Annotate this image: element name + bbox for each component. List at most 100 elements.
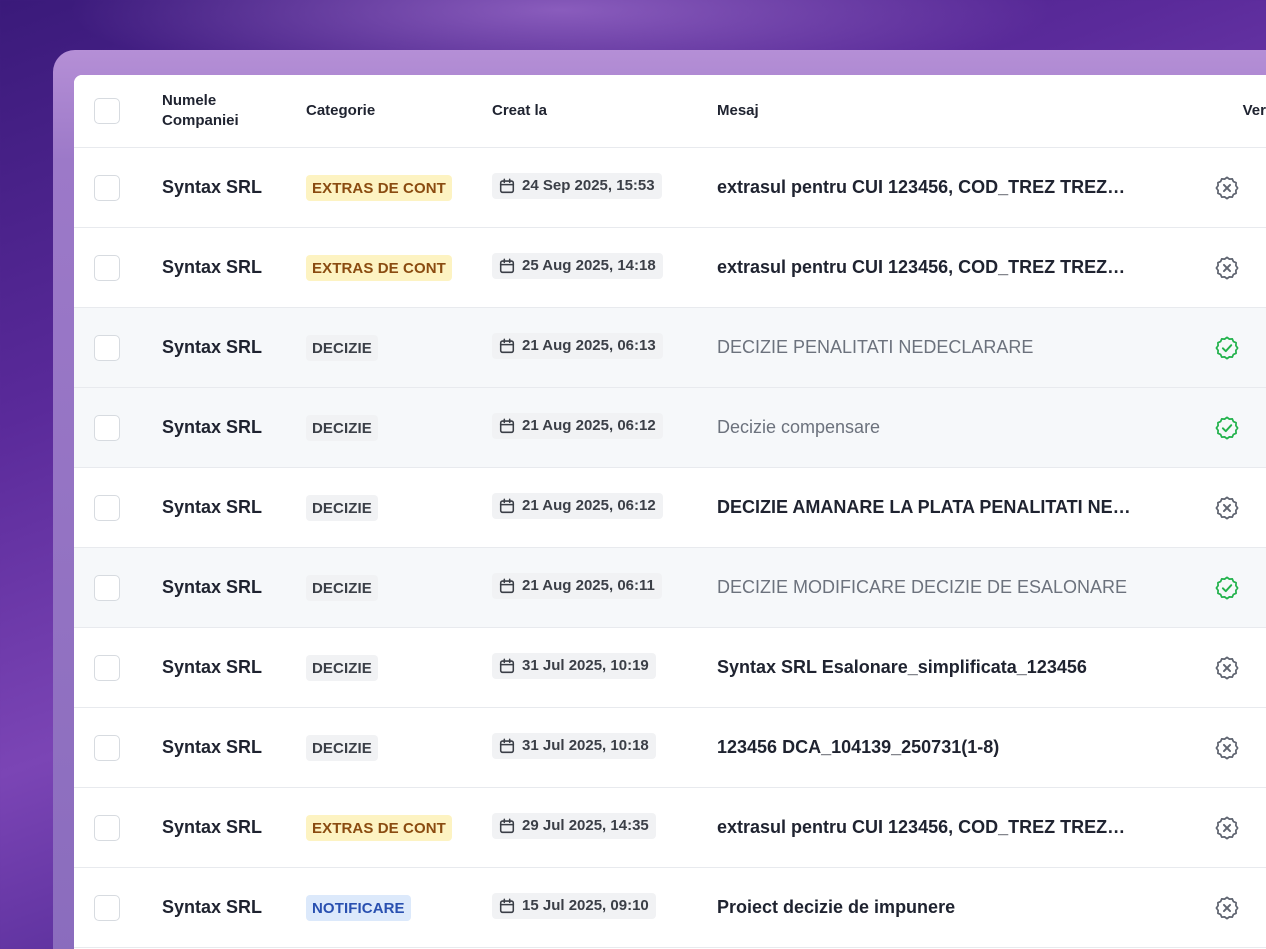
table-row[interactable]: Syntax SRL EXTRAS DE CONT 29 Jul 2025, 14:…: [74, 788, 1266, 868]
table-row[interactable]: Syntax SRL DECIZIE 21 Aug 2025, 06:13 DECIZ…: [74, 308, 1266, 388]
company-name: Syntax SRL: [162, 577, 263, 597]
created-date: 24 Sep 2025, 15:53: [492, 172, 662, 199]
calendar-icon: [498, 337, 516, 355]
created-date: 15 Jul 2025, 09:10: [492, 892, 656, 919]
created-date: 29 Jul 2025, 14:35: [492, 812, 656, 839]
message-text[interactable]: DECIZIE PENALITATI NEDECLARARE: [717, 337, 1034, 357]
category-badge: EXTRAS DE CONT: [306, 254, 452, 281]
row-checkbox[interactable]: [94, 174, 120, 201]
message-text[interactable]: Syntax SRL Esalonare_simplificata_123456: [717, 657, 1087, 677]
date-text: 21 Aug 2025, 06:12: [522, 417, 656, 434]
message-text[interactable]: Proiect decizie de impunere: [717, 897, 956, 917]
category-badge: EXTRAS DE CONT: [306, 814, 452, 841]
created-date: 21 Aug 2025, 06:12: [492, 492, 663, 519]
created-date: 31 Jul 2025, 10:19: [492, 652, 656, 679]
company-name: Syntax SRL: [162, 497, 263, 517]
date-text: 31 Jul 2025, 10:18: [522, 737, 649, 754]
calendar-icon: [498, 657, 516, 675]
category-badge: NOTIFICARE: [306, 894, 411, 921]
category-badge: DECIZIE: [306, 574, 378, 601]
column-header-message[interactable]: Mesaj: [717, 102, 759, 119]
date-text: 31 Jul 2025, 10:19: [522, 657, 649, 674]
table-header: Numele Companiei Categorie Creat la Mesa…: [74, 75, 1266, 148]
row-checkbox[interactable]: [94, 734, 120, 761]
category-badge: DECIZIE: [306, 494, 378, 521]
calendar-icon: [498, 897, 516, 915]
date-text: 21 Aug 2025, 06:11: [522, 577, 655, 594]
column-header-verified[interactable]: Verificat: [1242, 102, 1266, 119]
check-badge-icon[interactable]: [1214, 335, 1240, 361]
x-badge-icon[interactable]: [1214, 735, 1240, 761]
date-text: 21 Aug 2025, 06:12: [522, 497, 656, 514]
row-checkbox[interactable]: [94, 334, 120, 361]
calendar-icon: [498, 177, 516, 195]
calendar-icon: [498, 817, 516, 835]
message-text[interactable]: DECIZIE AMANARE LA PLATA PENALITATI NED…: [717, 497, 1135, 517]
x-badge-icon[interactable]: [1214, 175, 1240, 201]
table-row[interactable]: Syntax SRL DECIZIE 31 Jul 2025, 10:18 12345…: [74, 708, 1266, 788]
category-badge: DECIZIE: [306, 654, 378, 681]
created-date: 21 Aug 2025, 06:12: [492, 412, 663, 439]
check-badge-icon[interactable]: [1214, 575, 1240, 601]
message-text[interactable]: DECIZIE MODIFICARE DECIZIE DE ESALONARE: [717, 577, 1128, 597]
select-all-checkbox[interactable]: [94, 98, 120, 124]
category-badge: DECIZIE: [306, 734, 378, 761]
check-badge-icon[interactable]: [1214, 415, 1240, 441]
header-label: Companiei: [162, 112, 239, 129]
calendar-icon: [498, 257, 516, 275]
table-row[interactable]: Syntax SRL DECIZIE 31 Jul 2025, 10:19 Synta…: [74, 628, 1266, 708]
message-text[interactable]: extrasul pentru CUI 123456, COD_TREZ TRE…: [717, 817, 1126, 837]
row-checkbox[interactable]: [94, 414, 120, 441]
message-text[interactable]: 123456 DCA_104139_250731(1-8): [717, 737, 1000, 757]
company-name: Syntax SRL: [162, 737, 263, 757]
message-text[interactable]: Decizie compensare: [717, 417, 881, 437]
x-badge-icon[interactable]: [1214, 655, 1240, 681]
calendar-icon: [498, 577, 516, 595]
company-name: Syntax SRL: [162, 417, 263, 437]
date-text: 21 Aug 2025, 06:13: [522, 337, 656, 354]
category-badge: EXTRAS DE CONT: [306, 174, 452, 201]
date-text: 24 Sep 2025, 15:53: [522, 177, 655, 194]
row-checkbox[interactable]: [94, 254, 120, 281]
column-header-category[interactable]: Categorie: [306, 102, 376, 119]
table-row[interactable]: Syntax SRL EXTRAS DE CONT 25 Aug 2025, 14:…: [74, 228, 1266, 308]
row-checkbox[interactable]: [94, 574, 120, 601]
table-row[interactable]: Syntax SRL NOTIFICARE 15 Jul 2025, 09:10 Pr…: [74, 868, 1266, 948]
table-row[interactable]: Syntax SRL DECIZIE 21 Aug 2025, 06:12 DECIZ…: [74, 468, 1266, 548]
table-row[interactable]: Syntax SRL DECIZIE 21 Aug 2025, 06:12 Deciz…: [74, 388, 1266, 468]
company-name: Syntax SRL: [162, 897, 263, 917]
row-checkbox[interactable]: [94, 894, 120, 921]
x-badge-icon[interactable]: [1214, 255, 1240, 281]
calendar-icon: [498, 417, 516, 435]
created-date: 25 Aug 2025, 14:18: [492, 252, 663, 279]
date-text: 15 Jul 2025, 09:10: [522, 897, 649, 914]
message-text[interactable]: extrasul pentru CUI 123456, COD_TREZ TRE…: [717, 177, 1126, 197]
row-checkbox[interactable]: [94, 654, 120, 681]
column-header-created[interactable]: Creat la: [492, 102, 548, 119]
category-badge: DECIZIE: [306, 334, 378, 361]
created-date: 21 Aug 2025, 06:13: [492, 332, 663, 359]
company-name: Syntax SRL: [162, 817, 263, 837]
row-checkbox[interactable]: [94, 814, 120, 841]
company-name: Syntax SRL: [162, 337, 263, 357]
created-date: 21 Aug 2025, 06:11: [492, 572, 662, 599]
header-label: Numele: [162, 92, 217, 109]
calendar-icon: [498, 737, 516, 755]
x-badge-icon[interactable]: [1214, 815, 1240, 841]
date-text: 25 Aug 2025, 14:18: [522, 257, 656, 274]
date-text: 29 Jul 2025, 14:35: [522, 817, 649, 834]
x-badge-icon[interactable]: [1214, 895, 1240, 921]
table-row[interactable]: Syntax SRL DECIZIE 21 Aug 2025, 06:11 DECIZ…: [74, 548, 1266, 628]
column-header-company[interactable]: Numele Companiei: [162, 91, 239, 131]
company-name: Syntax SRL: [162, 657, 263, 677]
x-badge-icon[interactable]: [1214, 495, 1240, 521]
company-name: Syntax SRL: [162, 257, 263, 277]
message-text[interactable]: extrasul pentru CUI 123456, COD_TREZ TRE…: [717, 257, 1126, 277]
documents-table: Numele Companiei Categorie Creat la Mesa…: [74, 75, 1266, 949]
company-name: Syntax SRL: [162, 177, 263, 197]
category-badge: DECIZIE: [306, 414, 378, 441]
calendar-icon: [498, 497, 516, 515]
row-checkbox[interactable]: [94, 494, 120, 521]
table-row[interactable]: Syntax SRL EXTRAS DE CONT 24 Sep 2025, 15:…: [74, 148, 1266, 228]
created-date: 31 Jul 2025, 10:18: [492, 732, 656, 759]
